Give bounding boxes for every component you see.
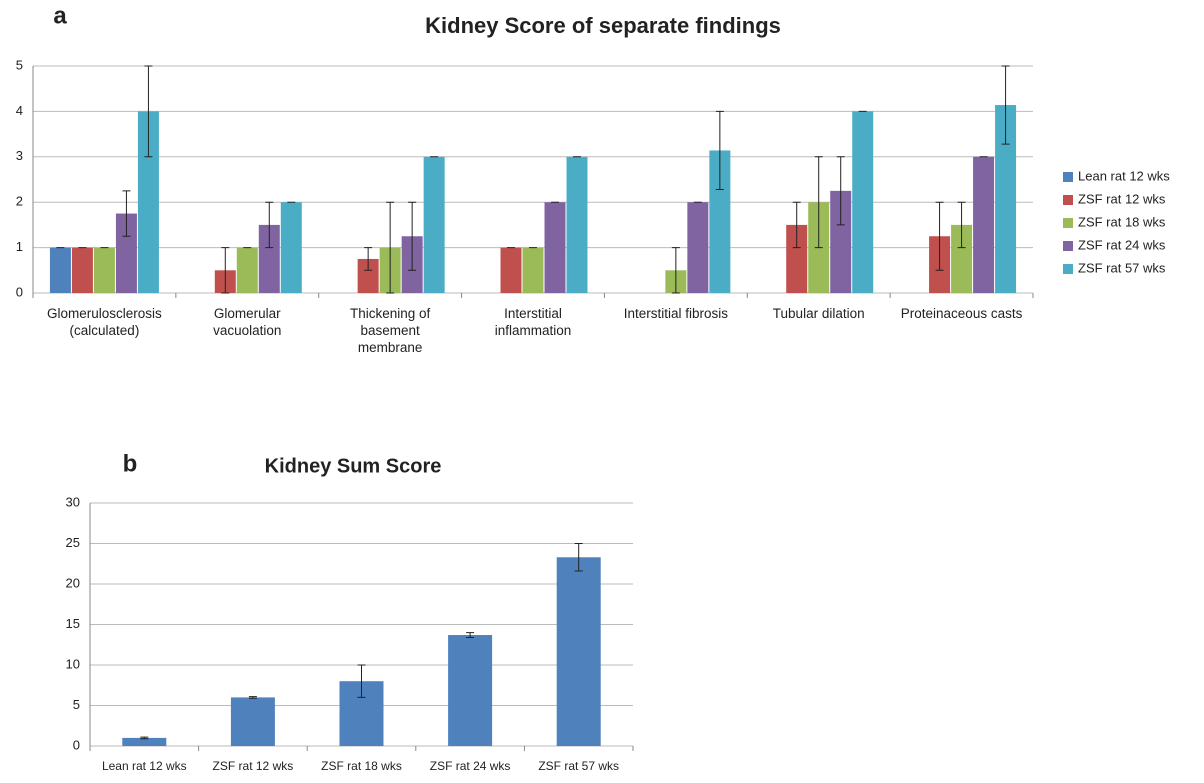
error-bar	[357, 664, 366, 698]
y-tick-label: 0	[73, 737, 80, 752]
y-tick-label: 25	[66, 535, 80, 550]
error-bar	[574, 543, 583, 572]
x-tick-label: ZSF rat 12 wks	[212, 759, 294, 773]
y-tick-label: 5	[73, 697, 80, 712]
bar	[522, 247, 544, 293]
bar	[122, 737, 167, 746]
legend-swatch	[1063, 195, 1073, 205]
bar	[709, 150, 731, 293]
y-tick-label: 30	[66, 494, 80, 509]
x-tick-label: Interstitial fibrosis	[623, 306, 728, 321]
bar	[786, 224, 808, 293]
bar	[230, 697, 275, 746]
bar	[258, 224, 280, 293]
x-tick-label: Lean rat 12 wks	[101, 759, 187, 773]
y-tick-label: 0	[16, 284, 23, 299]
legend-swatch	[1063, 172, 1073, 182]
bar	[566, 156, 588, 293]
bar	[544, 202, 566, 293]
legend-label: ZSF rat 12 wks	[1078, 191, 1166, 206]
bar	[973, 156, 995, 293]
y-tick-label: 4	[16, 103, 23, 118]
bar	[115, 213, 137, 293]
error-bar	[386, 201, 395, 294]
error-bar	[144, 65, 153, 158]
x-tick-label: Interstitial inflammation	[494, 306, 572, 338]
legend-label: Lean rat 12 wks	[1078, 168, 1170, 183]
error-bar	[265, 201, 274, 249]
legend-swatch	[1063, 241, 1073, 251]
bar	[556, 557, 601, 746]
y-tick-label: 15	[66, 616, 80, 631]
bar	[357, 258, 379, 293]
y-tick-label: 2	[16, 194, 23, 209]
x-tick-label: Thickening of basement membrane	[349, 306, 431, 355]
y-tick-label: 10	[66, 656, 80, 671]
bar	[830, 190, 852, 293]
panel-label: b	[123, 450, 138, 477]
x-tick-label: ZSF rat 24 wks	[429, 759, 511, 773]
error-bar	[408, 201, 417, 271]
legend-label: ZSF rat 24 wks	[1078, 237, 1166, 252]
bar	[951, 224, 973, 293]
legend-swatch	[1063, 218, 1073, 228]
panel-label: a	[53, 2, 67, 29]
error-bar	[836, 156, 845, 226]
error-bar	[715, 110, 724, 190]
x-tick-label: ZSF rat 57 wks	[538, 759, 620, 773]
error-bar	[140, 736, 149, 740]
error-bar	[935, 201, 944, 271]
y-tick-label: 20	[66, 575, 80, 590]
x-tick-label: Glomerulosclerosis (calculated)	[47, 306, 162, 338]
bar	[423, 156, 445, 293]
error-bar	[792, 201, 801, 249]
y-tick-label: 1	[16, 239, 23, 254]
error-bar	[122, 190, 131, 237]
bar	[500, 247, 522, 293]
bar	[137, 111, 159, 294]
bar	[448, 635, 493, 746]
legend-label: ZSF rat 57 wks	[1078, 260, 1166, 275]
chart-title: Kidney Sum Score	[265, 455, 442, 477]
y-tick-label: 5	[16, 57, 23, 72]
bar	[71, 247, 93, 293]
bar	[687, 202, 709, 293]
chart-title: Kidney Score of separate findings	[425, 13, 781, 38]
bar	[49, 247, 71, 293]
x-tick-label: Tubular dilation	[772, 306, 865, 321]
error-bar	[221, 247, 230, 294]
error-bar	[814, 156, 823, 249]
error-bar	[248, 696, 257, 699]
legend-swatch	[1063, 264, 1073, 274]
x-tick-label: Proteinaceous casts	[900, 306, 1023, 321]
error-bar	[466, 632, 475, 638]
bar	[93, 247, 115, 293]
x-tick-label: ZSF rat 18 wks	[321, 759, 402, 773]
bar	[852, 111, 874, 294]
bar	[280, 202, 302, 293]
x-tick-label: Glomerular vacuolation	[213, 306, 282, 338]
error-bar	[957, 201, 966, 249]
bar	[995, 105, 1017, 293]
error-bar	[364, 247, 373, 271]
legend-label: ZSF rat 18 wks	[1078, 214, 1166, 229]
bar	[236, 247, 258, 293]
error-bar	[1001, 65, 1010, 145]
error-bar	[671, 247, 680, 294]
y-tick-label: 3	[16, 148, 23, 163]
